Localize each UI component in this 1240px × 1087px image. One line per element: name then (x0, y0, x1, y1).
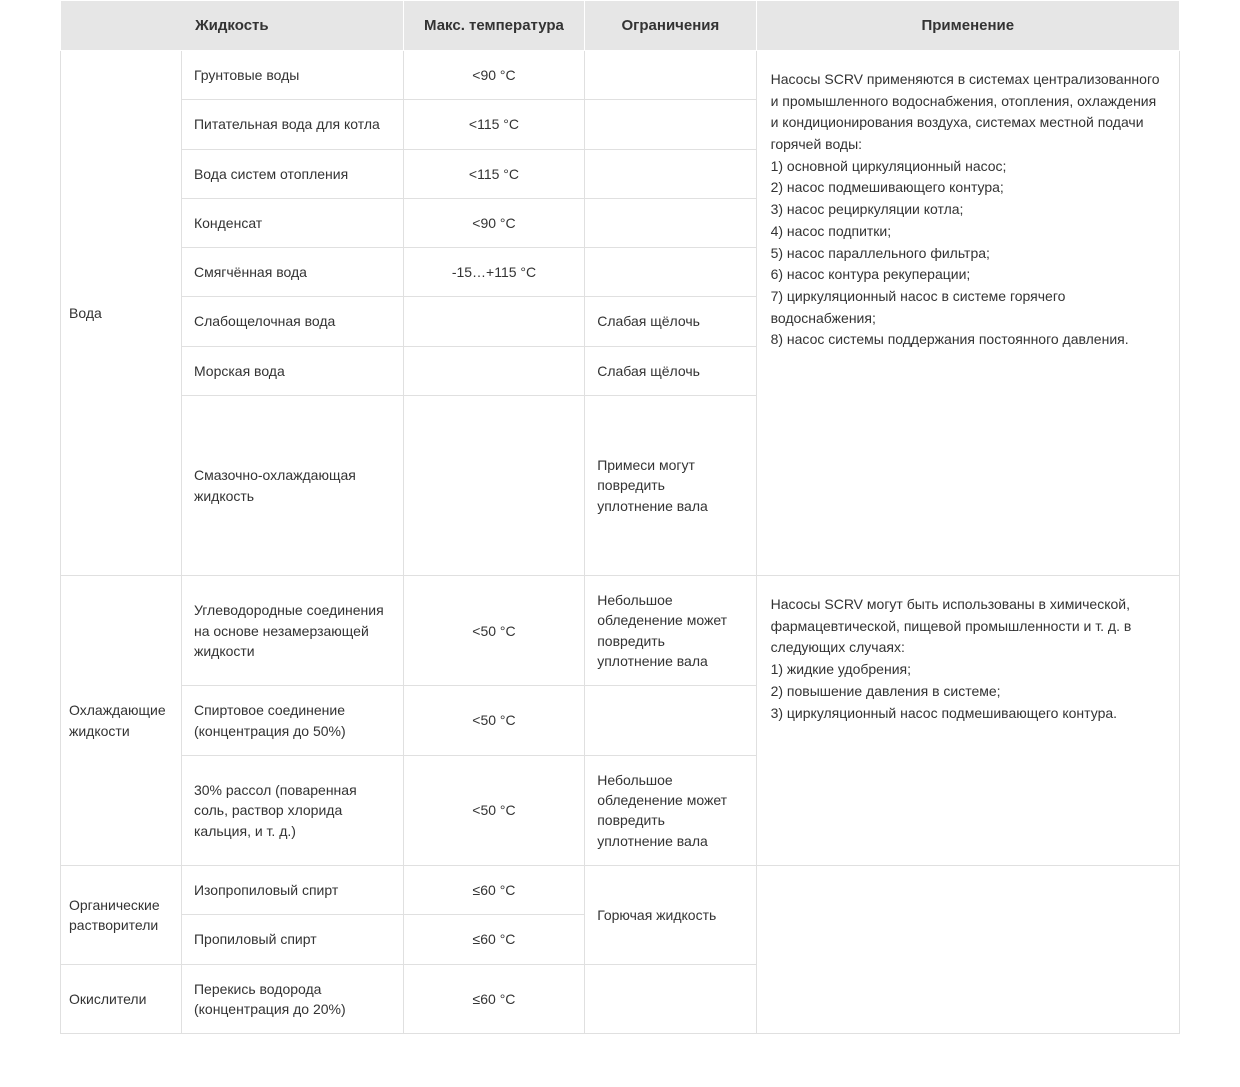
category-coolant: Охлаждающие жидкости (61, 576, 182, 866)
pump-liquids-table: Жидкость Макс. температура Ограничения П… (60, 0, 1180, 1034)
app-item: 2) повышение давления в системе; (771, 681, 1165, 703)
limit-cell (585, 51, 756, 100)
temp-cell: <50 °C (403, 686, 584, 756)
temp-cell: <90 °C (403, 51, 584, 100)
app-item: 1) жидкие удобрения; (771, 659, 1165, 681)
limit-cell (585, 100, 756, 149)
app-item: 2) насос подмешивающего контура; (771, 177, 1165, 199)
temp-cell: <50 °C (403, 576, 584, 686)
limit-cell: Слабая щёлочь (585, 297, 756, 346)
category-solvents: Органические растворители (61, 866, 182, 965)
app-text: Насосы SCRV применяются в системах центр… (771, 69, 1165, 156)
liquid-cell: Углеводородные соединения на основе неза… (181, 576, 403, 686)
liquid-cell: Пропиловый спирт (181, 915, 403, 964)
application-solvents (756, 866, 1179, 1034)
app-item: 3) насос рециркуляции котла; (771, 199, 1165, 221)
app-item: 5) насос параллельного фильтра; (771, 243, 1165, 265)
liquid-cell: Питательная вода для котла (181, 100, 403, 149)
temp-cell: <115 °C (403, 149, 584, 198)
app-item: 4) насос подпитки; (771, 221, 1165, 243)
app-item: 8) насос системы поддержания постоянного… (771, 329, 1165, 351)
temp-cell: <50 °C (403, 755, 584, 865)
temp-cell (403, 396, 584, 576)
application-coolant: Насосы SCRV могут быть использованы в хи… (756, 576, 1179, 866)
temp-cell (403, 346, 584, 395)
liquid-cell: Смягчённая вода (181, 248, 403, 297)
limit-cell: Примеси могут повредить уплотнение вала (585, 396, 756, 576)
limit-cell (585, 198, 756, 247)
temp-cell: ≤60 °C (403, 915, 584, 964)
col-liquid: Жидкость (61, 1, 404, 51)
temp-cell (403, 297, 584, 346)
category-water: Вода (61, 51, 182, 576)
app-item: 6) насос контура рекуперации; (771, 264, 1165, 286)
col-limit: Ограничения (585, 1, 756, 51)
table-row: Органические растворители Изопропиловый … (61, 866, 1180, 915)
app-item: 1) основной циркуляционный насос; (771, 156, 1165, 178)
liquid-cell: Перекись водорода (концентрация до 20%) (181, 964, 403, 1034)
app-item: 3) циркуляционный насос подмешивающего к… (771, 703, 1165, 725)
liquid-cell: Спиртовое соединение (концентрация до 50… (181, 686, 403, 756)
table-row: Вода Грунтовые воды <90 °C Насосы SCRV п… (61, 51, 1180, 100)
temp-cell: -15…+115 °C (403, 248, 584, 297)
liquid-cell: Слабощелочная вода (181, 297, 403, 346)
limit-cell: Горючая жидкость (585, 866, 756, 965)
temp-cell: ≤60 °C (403, 964, 584, 1034)
col-temp: Макс. температура (403, 1, 584, 51)
temp-cell: ≤60 °C (403, 866, 584, 915)
liquid-cell: Грунтовые воды (181, 51, 403, 100)
temp-cell: <90 °C (403, 198, 584, 247)
application-water: Насосы SCRV применяются в системах центр… (756, 51, 1179, 576)
limit-cell (585, 149, 756, 198)
liquid-cell: Смазочно-охлаждающая жидкость (181, 396, 403, 576)
limit-cell: Небольшое обледенение может повредить уп… (585, 755, 756, 865)
col-application: Применение (756, 1, 1179, 51)
liquid-cell: Морская вода (181, 346, 403, 395)
table-row: Охлаждающие жидкости Углеводородные соед… (61, 576, 1180, 686)
limit-cell: Слабая щёлочь (585, 346, 756, 395)
app-text: Насосы SCRV могут быть использованы в хи… (771, 594, 1165, 659)
limit-cell: Небольшое обледенение может повредить уп… (585, 576, 756, 686)
liquid-cell: 30% рассол (поваренная соль, раствор хло… (181, 755, 403, 865)
liquid-cell: Изопропиловый спирт (181, 866, 403, 915)
category-oxidizers: Окислители (61, 964, 182, 1034)
app-item: 7) циркуляционный насос в системе горяче… (771, 286, 1165, 329)
liquid-cell: Вода систем отопления (181, 149, 403, 198)
limit-cell (585, 964, 756, 1034)
liquid-cell: Конденсат (181, 198, 403, 247)
table-header-row: Жидкость Макс. температура Ограничения П… (61, 1, 1180, 51)
limit-cell (585, 686, 756, 756)
limit-cell (585, 248, 756, 297)
temp-cell: <115 °C (403, 100, 584, 149)
